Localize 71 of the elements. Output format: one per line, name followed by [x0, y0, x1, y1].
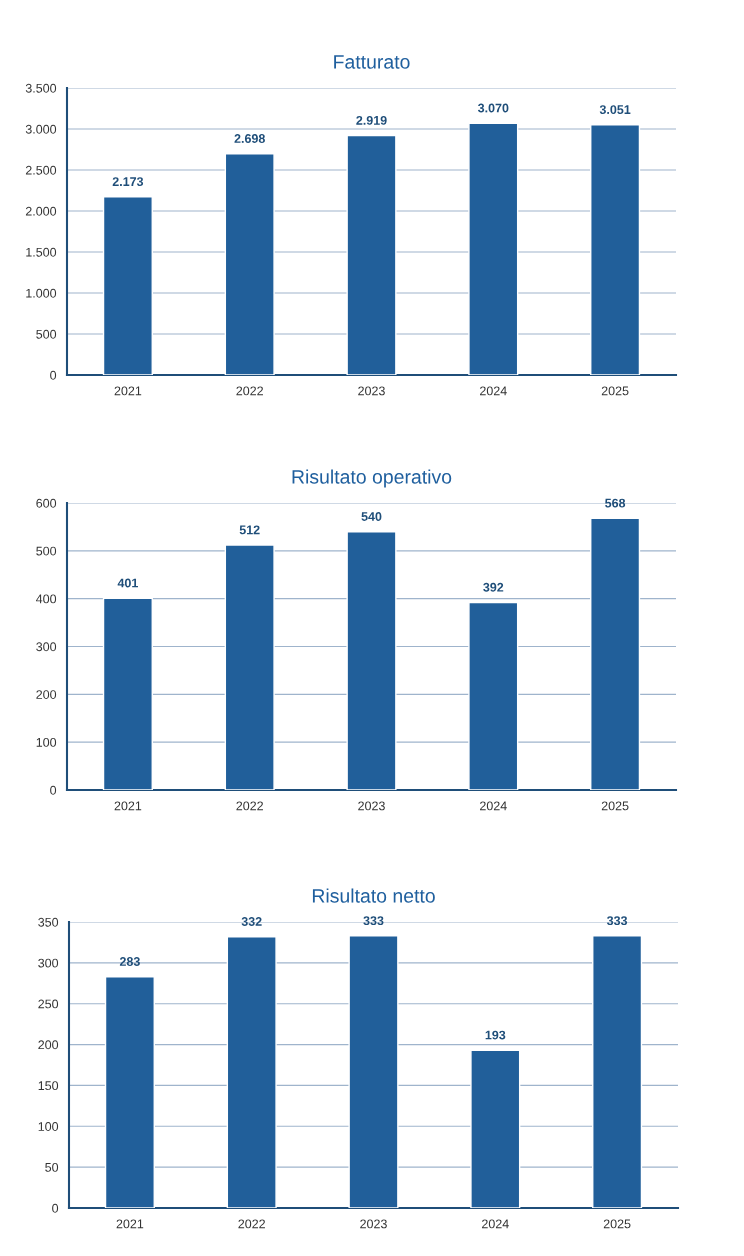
bar [104, 976, 155, 1208]
chart-title: Fatturato [334, 55, 410, 69]
data-label: 2.173 [112, 177, 144, 187]
bar [102, 597, 153, 790]
y-tick-label: 600 [36, 498, 57, 508]
y-tick-label: 1.500 [26, 247, 57, 257]
x-tick-label: 2025 [601, 386, 629, 396]
x-tick-label: 2021 [116, 1219, 144, 1229]
data-label: 392 [483, 582, 504, 592]
x-tick-label: 2024 [480, 386, 507, 396]
data-label: 3.070 [477, 103, 509, 113]
y-tick-label: 1.000 [26, 288, 57, 298]
bar [346, 531, 397, 790]
y-tick-label: 0 [50, 785, 57, 795]
y-tick-label: 3.500 [25, 83, 57, 93]
data-label: 333 [363, 916, 384, 926]
bar [346, 134, 397, 375]
bar [468, 122, 519, 375]
x-tick-label: 2024 [480, 801, 507, 811]
x-tick-label: 2022 [236, 801, 263, 811]
y-tick-label: 0 [50, 370, 57, 380]
x-tick-label: 2023 [360, 1219, 387, 1229]
x-tick-label: 2025 [601, 801, 629, 811]
x-tick-label: 2025 [603, 1219, 631, 1229]
data-label: 3.051 [599, 105, 631, 115]
y-tick-label: 250 [38, 999, 59, 1009]
data-label: 540 [361, 512, 382, 521]
y-tick-label: 300 [38, 958, 59, 968]
chart-title: Risultato operativo [292, 469, 452, 488]
y-tick-label: 2.000 [25, 206, 57, 216]
bar [224, 544, 275, 790]
y-tick-label: 0 [52, 1203, 59, 1213]
x-tick-label: 2021 [114, 386, 142, 396]
bar [348, 935, 399, 1208]
bar [468, 601, 519, 790]
data-label: 512 [239, 525, 260, 535]
y-tick-label: 500 [36, 329, 57, 339]
x-tick-label: 2021 [114, 801, 142, 811]
data-label: 193 [485, 1030, 506, 1040]
bar [590, 517, 641, 790]
y-tick-label: 500 [36, 546, 57, 556]
y-tick-label: 3.000 [25, 124, 57, 134]
bar [102, 196, 153, 375]
y-tick-label: 100 [36, 737, 57, 747]
x-tick-label: 2024 [482, 1219, 509, 1229]
y-tick-label: 2.500 [25, 165, 57, 175]
y-tick-label: 200 [36, 690, 57, 699]
chart-title: Risultato netto [312, 888, 435, 903]
bar [470, 1049, 521, 1208]
data-label: 333 [606, 916, 628, 926]
x-tick-label: 2022 [238, 1219, 265, 1229]
y-tick-label: 200 [38, 1040, 59, 1050]
y-tick-label: 100 [38, 1122, 59, 1131]
x-tick-label: 2022 [236, 386, 263, 396]
bar [592, 935, 643, 1208]
y-tick-label: 300 [36, 642, 57, 652]
x-tick-label: 2023 [358, 801, 385, 811]
bar [590, 124, 641, 375]
data-label: 401 [117, 578, 138, 588]
y-tick-label: 350 [38, 917, 59, 927]
x-tick-label: 2023 [358, 386, 385, 396]
bar [224, 153, 275, 375]
y-tick-label: 50 [45, 1162, 59, 1172]
data-label: 568 [605, 498, 626, 508]
data-label: 2.919 [356, 115, 387, 125]
data-label: 283 [119, 957, 140, 966]
y-tick-label: 400 [36, 594, 57, 604]
y-tick-label: 150 [38, 1081, 59, 1091]
data-label: 332 [241, 917, 262, 926]
bar [226, 936, 277, 1208]
data-label: 2.698 [234, 134, 265, 143]
